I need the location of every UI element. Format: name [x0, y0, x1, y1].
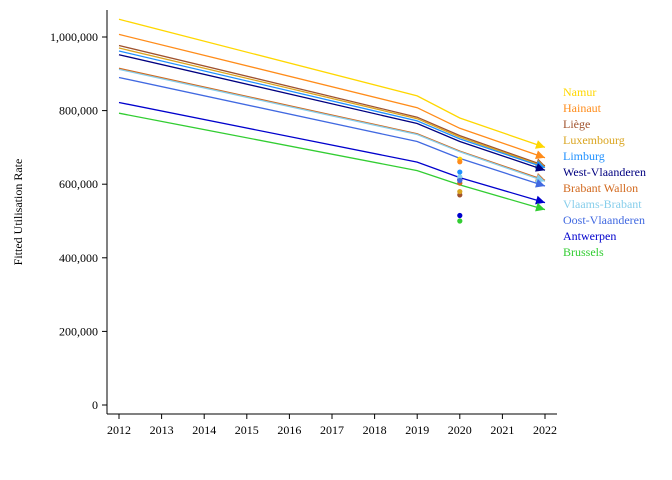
- series-line: [118, 44, 546, 167]
- legend-label: Brussels: [563, 245, 604, 259]
- observed-point: [457, 188, 463, 195]
- observed-point: [457, 177, 463, 184]
- x-axis: 2012 2013 2014 2015 2016 2017 2018 2019 2020 2021…: [107, 414, 557, 437]
- series-arrowhead: [535, 195, 545, 205]
- legend-label: Hainaut: [563, 101, 602, 115]
- legend-label: Liège: [563, 117, 590, 131]
- series-line: [118, 112, 546, 211]
- x-tick-label: 2018: [363, 423, 387, 437]
- x-tick-label: 2014: [192, 423, 216, 437]
- series-line: [118, 50, 546, 169]
- legend-label: Vlaams-Brabant: [563, 197, 642, 211]
- series-line: [118, 33, 546, 159]
- series-arrowhead: [535, 150, 545, 160]
- x-tick-label: 2012: [107, 423, 131, 437]
- observed-point: [457, 174, 463, 180]
- y-tick-label: 1,000,000: [50, 30, 98, 44]
- y-tick-label: 400,000: [59, 251, 98, 265]
- legend: Namur Hainaut Liège Luxembourg Limburg West-V…: [563, 85, 646, 259]
- x-tick-label: 2016: [277, 423, 301, 437]
- x-tick-label: 2019: [405, 423, 429, 437]
- x-tick-label: 2020: [448, 423, 472, 437]
- y-axis-title: Fitted Utilisation Rate: [11, 159, 25, 266]
- x-tick-label: 2017: [320, 423, 344, 437]
- series-arrowhead: [535, 140, 545, 149]
- y-axis: 0 200,000 400,000 600,000 800,000 1,000,000: [50, 30, 107, 412]
- y-tick-label: 600,000: [59, 177, 98, 191]
- series-line: [118, 47, 546, 168]
- legend-label: Namur: [563, 85, 596, 99]
- series-line: [118, 101, 546, 204]
- legend-label: Luxembourg: [563, 133, 625, 147]
- series-line: [118, 76, 546, 187]
- x-tick-label: 2021: [490, 423, 514, 437]
- observed-points: [457, 156, 463, 224]
- y-tick-label: 200,000: [59, 324, 98, 338]
- x-tick-label: 2022: [533, 423, 557, 437]
- legend-label: West-Vlaanderen: [563, 165, 646, 179]
- series-line: [118, 68, 546, 182]
- observed-point: [457, 218, 463, 224]
- observed-point: [457, 159, 463, 165]
- x-tick-label: 2015: [235, 423, 259, 437]
- observed-point: [457, 169, 463, 175]
- series-lines: [118, 18, 546, 212]
- observed-point: [457, 212, 463, 219]
- series-arrowhead: [535, 202, 545, 212]
- legend-label: Brabant Wallon: [563, 181, 638, 195]
- y-tick-label: 800,000: [59, 104, 98, 118]
- legend-label: Antwerpen: [563, 229, 616, 243]
- legend-label: Limburg: [563, 149, 605, 163]
- y-tick-label: 0: [92, 398, 98, 412]
- series-line: [118, 18, 546, 149]
- series-arrowhead: [535, 163, 545, 172]
- x-tick-label: 2013: [150, 423, 174, 437]
- series-arrowhead: [535, 178, 545, 188]
- legend-label: Oost-Vlaanderen: [563, 213, 645, 227]
- series-line: [118, 54, 546, 171]
